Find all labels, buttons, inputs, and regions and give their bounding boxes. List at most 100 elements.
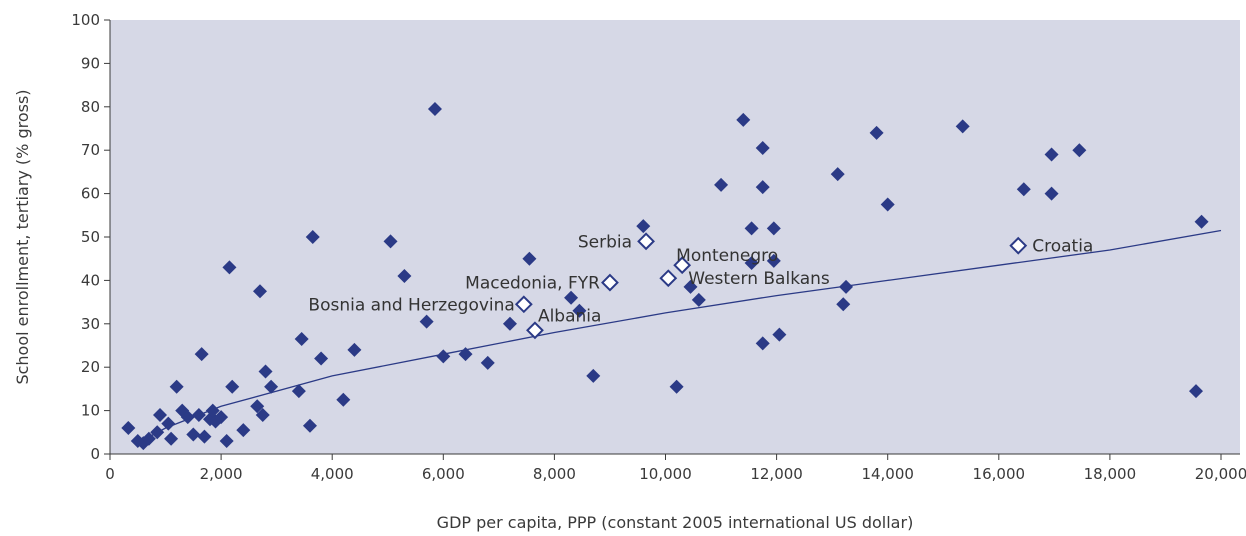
- y-tick-label: 100: [71, 11, 100, 29]
- data-point: [164, 431, 179, 446]
- data-point: [302, 418, 317, 433]
- data-point: [766, 221, 781, 236]
- x-tick-label: 2,000: [200, 465, 243, 483]
- data-point: [255, 407, 270, 422]
- data-point: [1044, 186, 1059, 201]
- highlighted-data-point: [601, 273, 619, 292]
- data-point: [427, 101, 442, 116]
- y-tick-label: 40: [81, 271, 100, 289]
- y-tick-label: 60: [81, 185, 100, 203]
- y-tick-label: 0: [90, 445, 100, 463]
- point-label: Macedonia, FYR: [465, 274, 600, 294]
- data-point: [480, 355, 495, 370]
- data-point: [121, 420, 136, 435]
- data-point: [880, 197, 895, 212]
- data-point: [180, 410, 195, 425]
- data-point: [214, 410, 229, 425]
- data-point: [347, 342, 362, 357]
- data-point: [755, 336, 770, 351]
- y-tick-label: 20: [81, 358, 100, 376]
- y-tick-label: 70: [81, 141, 100, 159]
- data-point: [522, 251, 537, 266]
- x-tick-label: 0: [105, 465, 115, 483]
- data-point: [205, 403, 220, 418]
- data-point: [169, 379, 184, 394]
- data-point: [1072, 143, 1087, 158]
- data-point: [191, 407, 206, 422]
- point-label: Western Balkans: [688, 269, 830, 289]
- data-point: [250, 399, 265, 414]
- y-tick-label: 90: [81, 54, 100, 72]
- data-point: [683, 279, 698, 294]
- data-point: [264, 379, 279, 394]
- y-axis-label: School enrollment, tertiary (% gross): [13, 89, 32, 384]
- data-point: [1044, 147, 1059, 162]
- data-point: [564, 290, 579, 305]
- data-point: [1016, 182, 1031, 197]
- data-point: [836, 297, 851, 312]
- data-point: [383, 234, 398, 249]
- highlighted-data-point: [1009, 236, 1028, 255]
- data-point: [830, 167, 845, 182]
- x-tick-label: 14,000: [861, 465, 914, 483]
- data-point: [436, 349, 451, 364]
- x-tick-label: 16,000: [973, 465, 1026, 483]
- data-point: [258, 364, 273, 379]
- x-tick-label: 18,000: [1084, 465, 1137, 483]
- data-point: [291, 384, 306, 399]
- highlighted-data-point: [514, 295, 533, 314]
- x-tick-label: 12,000: [750, 465, 803, 483]
- data-point: [141, 431, 156, 446]
- highlighted-data-point: [673, 256, 692, 275]
- data-point: [1194, 214, 1209, 229]
- data-point: [714, 177, 729, 192]
- data-point: [294, 331, 309, 346]
- data-point: [744, 221, 759, 236]
- data-point: [755, 141, 770, 156]
- data-point: [225, 379, 240, 394]
- data-point: [150, 425, 165, 440]
- data-point: [194, 347, 209, 362]
- point-label: Albania: [538, 306, 601, 326]
- data-point: [502, 316, 517, 331]
- data-point: [222, 260, 237, 275]
- data-point: [744, 256, 759, 271]
- data-point: [419, 314, 434, 329]
- point-label: Bosnia and Herzegovina: [308, 295, 514, 315]
- data-point: [161, 416, 176, 431]
- data-point: [1189, 384, 1204, 399]
- y-tick-label: 50: [81, 228, 100, 246]
- data-point: [766, 253, 781, 268]
- data-point: [314, 351, 329, 366]
- data-point: [197, 429, 212, 444]
- data-points: [121, 101, 1209, 451]
- x-tick-label: 20,000: [1195, 465, 1246, 483]
- point-label: Serbia: [578, 232, 632, 252]
- y-tick-label: 30: [81, 315, 100, 333]
- data-point: [458, 347, 473, 362]
- point-label: Montenegro: [676, 246, 778, 266]
- data-point: [397, 269, 412, 284]
- y-axis-ticks: 0 10 20 30 40 50 60 70 80 90 100: [71, 11, 110, 463]
- data-point: [839, 279, 854, 294]
- data-point: [219, 433, 234, 448]
- x-axis-label: GDP per capita, PPP (constant 2005 inter…: [437, 513, 914, 532]
- data-point: [236, 423, 251, 438]
- data-point: [186, 427, 201, 442]
- x-tick-label: 6,000: [422, 465, 465, 483]
- data-point: [636, 219, 651, 234]
- point-labels: Bosnia and Herzegovina Albania Macedonia, …: [308, 232, 1093, 326]
- highlighted-data-point: [659, 269, 678, 288]
- x-tick-label: 10,000: [639, 465, 692, 483]
- data-point: [252, 284, 267, 299]
- data-point: [772, 327, 787, 342]
- data-point: [736, 112, 751, 127]
- data-point: [305, 230, 320, 244]
- data-point: [755, 180, 770, 195]
- data-point: [669, 379, 684, 394]
- data-point: [869, 125, 884, 140]
- x-tick-label: 4,000: [311, 465, 354, 483]
- y-tick-label: 10: [81, 402, 100, 420]
- x-tick-label: 8,000: [533, 465, 576, 483]
